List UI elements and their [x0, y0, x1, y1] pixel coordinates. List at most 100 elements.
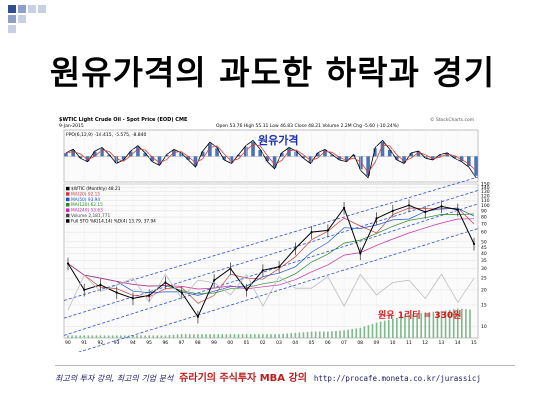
volume-bar	[193, 334, 195, 338]
volume-bar	[282, 333, 284, 338]
y-tick-label: 30	[481, 266, 487, 272]
deco-square	[8, 5, 16, 13]
volume-bar	[444, 310, 447, 338]
volume-bar	[335, 330, 337, 338]
volume-bar	[327, 331, 329, 338]
volume-bar	[400, 316, 402, 338]
x-tick-label: 09	[374, 340, 380, 346]
volume-bar	[465, 309, 467, 338]
oil-price-chart: $WTIC Light Crude Oil - Spot Price (EOD)…	[58, 116, 502, 352]
ppo-histogram-bar	[251, 141, 255, 157]
ppo-histogram-bar	[423, 156, 428, 158]
volume-bar	[253, 334, 256, 338]
volume-bar	[205, 334, 207, 338]
deco-square	[28, 5, 36, 13]
volume-bar	[331, 331, 333, 338]
volume-bar	[318, 331, 321, 338]
deco-square	[18, 15, 26, 23]
deco-square	[8, 25, 16, 33]
volume-bar	[172, 334, 175, 338]
x-tick-label: 96	[162, 340, 168, 346]
volume-bar	[310, 331, 313, 338]
ppo-label: PPO(6,12,9) -14.415, -5.575, -8.840	[66, 132, 146, 138]
chart-svg: $WTIC Light Crude Oil - Spot Price (EOD)…	[58, 116, 502, 352]
ppo-histogram-bar	[164, 154, 169, 157]
footer-url[interactable]: http://procafe.moneta.co.kr/jurassicj	[313, 374, 481, 383]
volume-bar	[383, 320, 386, 338]
ppo-histogram-bar	[100, 148, 104, 157]
ppo-histogram-bar	[179, 153, 183, 157]
ppo-histogram-bar	[244, 146, 248, 157]
y-tick-label: 20	[481, 287, 487, 293]
volume-bar	[148, 335, 150, 338]
ppo-histogram-bar	[143, 153, 147, 157]
volume-bar	[217, 334, 220, 338]
volume-bar	[347, 329, 349, 338]
legend-swatch	[66, 197, 70, 202]
ma50-line	[67, 207, 475, 296]
ppo-histogram-bar	[344, 156, 349, 162]
x-tick-label: 91	[81, 340, 87, 346]
volume-bar	[83, 335, 86, 338]
volume-bar	[408, 314, 410, 338]
legend-swatch	[66, 192, 70, 196]
stochastic-line	[67, 273, 475, 311]
footer-divider	[55, 365, 515, 366]
volume-bar	[245, 334, 248, 338]
x-tick-label: 01	[244, 340, 250, 346]
volume-bar	[343, 330, 345, 338]
ppo-histogram-bar	[200, 151, 205, 157]
x-tick-label: 04	[292, 340, 298, 346]
volume-bar	[416, 313, 418, 338]
x-tick-label: 12	[422, 340, 428, 346]
ppo-histogram-bar	[409, 153, 414, 157]
volume-bar	[412, 314, 414, 338]
ppo-histogram-bar	[229, 156, 234, 163]
ppo-histogram-bar	[265, 156, 270, 162]
volume-bar	[197, 334, 199, 338]
ppo-histogram-bar	[157, 156, 162, 165]
ppo-histogram-bar	[387, 149, 392, 157]
volume-bar	[152, 335, 155, 338]
volume-bar	[156, 335, 159, 338]
x-tick-label: 95	[146, 340, 152, 346]
volume-bar	[189, 334, 191, 338]
ppo-histogram-bar	[258, 149, 263, 157]
volume-bar	[440, 311, 443, 338]
ppo-histogram-bar	[136, 146, 140, 157]
ppo-histogram-bar	[279, 153, 284, 157]
ppo-histogram-bar	[150, 156, 155, 162]
volume-bar	[302, 332, 305, 338]
x-tick-label: 14	[455, 340, 461, 346]
volume-bar	[469, 309, 471, 338]
volume-bar	[452, 309, 455, 338]
volume-bar	[290, 333, 293, 338]
volume-bar	[396, 317, 398, 338]
slide-title: 원유가격의 과도한 하락과 경기	[49, 53, 496, 92]
y-tick-label: 35	[481, 258, 487, 264]
legend-swatch	[66, 213, 70, 218]
volume-bar	[258, 334, 260, 338]
footer-course-name: 쥬라기의 주식투자 MBA 강의	[179, 373, 307, 384]
x-tick-label: 97	[179, 340, 185, 346]
y-tick-label: 70	[481, 222, 487, 228]
volume-bar	[420, 313, 423, 338]
x-tick-label: 92	[97, 340, 103, 346]
ppo-histogram-bar	[416, 151, 421, 157]
legend-swatch	[66, 186, 70, 191]
ppo-histogram-bar	[294, 151, 298, 157]
ppo-line	[65, 139, 477, 179]
y-tick-label: 120	[481, 193, 490, 199]
ppo-histogram-bar	[128, 151, 133, 157]
volume-bar	[367, 325, 370, 338]
x-tick-label: 15	[471, 340, 477, 346]
legend-entry: MA(120) 62.15	[71, 202, 103, 208]
ppo-histogram-bar	[445, 153, 450, 157]
trend-channel-line	[77, 228, 479, 352]
ppo-histogram-bar	[330, 154, 334, 157]
legend-swatch	[66, 219, 70, 223]
volume-bar	[322, 331, 325, 338]
ppo-histogram-bar	[85, 156, 90, 162]
volume-bar	[119, 335, 122, 338]
ppo-histogram-bar	[323, 149, 327, 157]
